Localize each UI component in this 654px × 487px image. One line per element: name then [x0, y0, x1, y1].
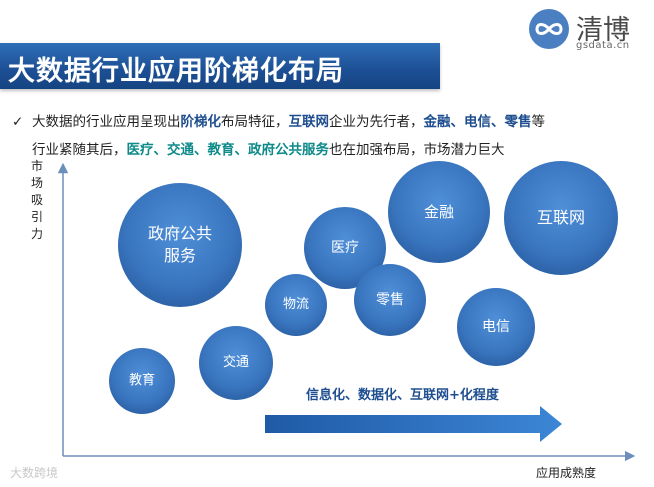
description-text: 医疗、交通、教育、政府公共服务: [126, 142, 330, 158]
arrow-label: 信息化、数据化、互联网+化程度: [306, 388, 499, 403]
bubble-label-retail: 零售: [354, 291, 426, 310]
description-text: 也在加强布局，市场潜力巨大: [329, 142, 505, 158]
bubble-finance: [388, 161, 490, 263]
description-text: 互联网: [288, 114, 330, 130]
bubble-label-line: 零售: [376, 291, 404, 308]
title-banner: 大数据行业应用阶梯化布局: [0, 43, 440, 89]
description-text: 大数据的行业应用呈现出: [32, 114, 181, 130]
description-line-2: 行业紧随其后，医疗、交通、教育、政府公共服务也在加强布局，市场潜力巨大: [12, 136, 637, 164]
bubble-logistics: [265, 274, 327, 336]
bubble-label-line: 服务: [163, 245, 196, 265]
description-text: 布局特征，: [221, 114, 289, 130]
description-line-1: 大数据的行业应用呈现出阶梯化布局特征，互联网企业为先行者，金融、电信、零售等: [32, 114, 545, 130]
bubble-government: [118, 183, 242, 307]
description-text: 金融、电信、零售: [423, 114, 532, 130]
y-axis-label: 市场吸引力: [31, 159, 44, 241]
bubble-label-government: 政府公共 服务: [118, 223, 242, 266]
bubble-label-transport: 交通: [199, 354, 273, 372]
bubble-label-line: 电信: [482, 318, 510, 335]
bubble-label-telecom: 电信: [457, 318, 535, 337]
bubble-group: [109, 161, 618, 414]
bubble-medical: [304, 207, 386, 289]
x-axis-label: 应用成熟度: [536, 466, 597, 480]
watermark: 大数跨境: [10, 466, 59, 480]
bubble-label-education: 教育: [109, 372, 175, 390]
bubble-label-logistics: 物流: [265, 296, 327, 314]
bubble-label-line: 互联网: [536, 208, 585, 228]
bubble-label-line: 物流: [282, 297, 309, 313]
progress-arrow: [265, 406, 562, 442]
bubble-education: [109, 348, 175, 414]
bubble-retail: [354, 264, 426, 336]
logo-name: 清博: [576, 15, 630, 46]
bubble-label-internet: 互联网: [504, 207, 618, 229]
logo: 清博 gsdata.cn: [528, 8, 648, 52]
description-text: 企业为先行者，: [329, 114, 424, 130]
description-text: 等: [531, 114, 546, 130]
logo-domain: gsdata.cn: [576, 40, 630, 51]
bubble-internet: [504, 161, 618, 275]
bubble-telecom: [457, 288, 535, 366]
infinity-link-icon: [529, 9, 569, 49]
description-text: 阶梯化: [180, 114, 222, 130]
bubble-label-line: 金融: [423, 202, 454, 221]
bubble-transport: [199, 326, 273, 400]
bubble-label-medical: 医疗: [304, 239, 386, 258]
page-title: 大数据行业应用阶梯化布局: [8, 56, 344, 87]
bubble-label-line: 政府公共: [147, 224, 212, 244]
bubble-label-line: 教育: [128, 373, 155, 389]
bubble-label-line: 交通: [222, 355, 249, 371]
check-icon: ✓: [12, 114, 24, 130]
bubble-label-line: 医疗: [331, 239, 359, 256]
description-text: 行业紧随其后，: [32, 142, 127, 158]
description: ✓ 大数据的行业应用呈现出阶梯化布局特征，互联网企业为先行者，金融、电信、零售等 …: [12, 108, 637, 164]
bubble-label-finance: 金融: [388, 202, 490, 222]
